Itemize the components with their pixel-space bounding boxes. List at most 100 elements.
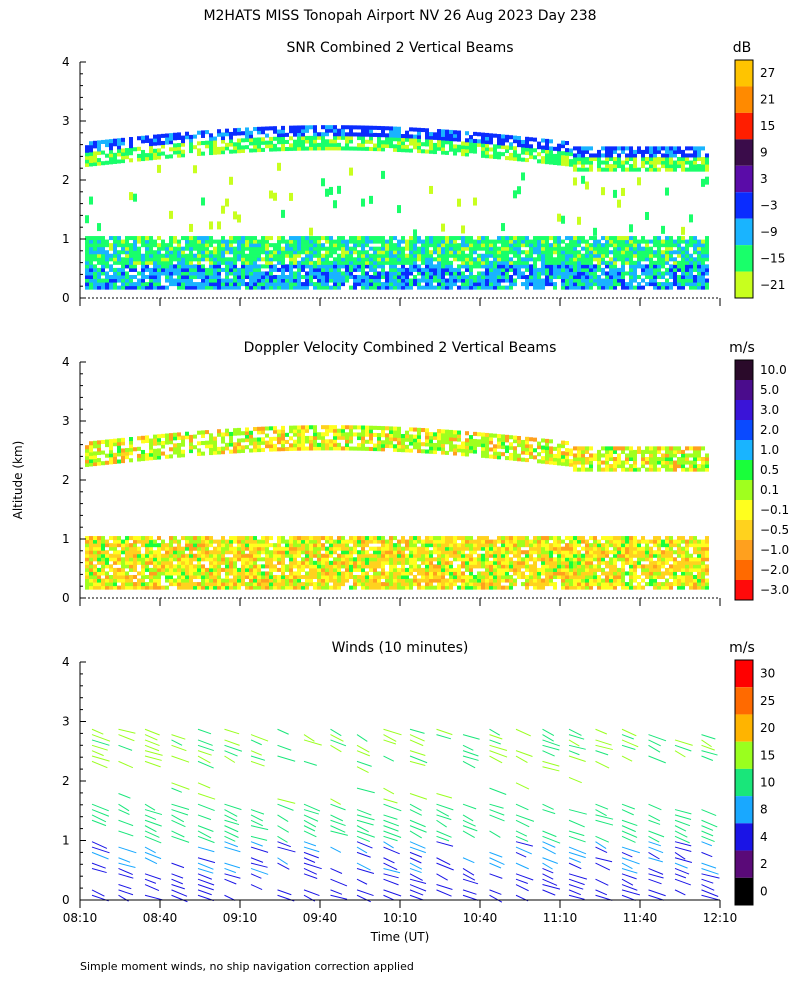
snr-cell [613,275,617,279]
snr-cell [413,128,417,132]
snr-cell [293,236,297,240]
doppler-cell [345,443,349,447]
snr-cell [217,286,221,290]
snr-cell [589,157,593,161]
snr-cell [269,191,273,199]
doppler-cell [157,582,161,586]
snr-cell [661,257,665,261]
snr-cell [149,286,153,290]
snr-cell [497,240,501,244]
snr-cell [125,148,129,152]
doppler-cell [281,557,285,561]
snr-cell [417,279,421,283]
doppler-cell [465,582,469,586]
snr-cell [289,143,293,147]
doppler-cell [209,564,213,568]
doppler-cell [353,432,357,436]
doppler-cell [325,439,329,443]
snr-cell [565,155,569,159]
snr-cell [241,279,245,283]
snr-cell [121,261,125,265]
snr-cell [485,268,489,272]
snr-cell [529,148,533,152]
snr-cell [229,282,233,286]
snr-cell [321,236,325,240]
doppler-cell [485,557,489,561]
doppler-cell [509,586,513,590]
snr-cell [117,145,121,149]
snr-cell [289,261,293,265]
snr-cell [277,240,281,244]
snr-cell [177,271,181,275]
snr-cell [377,126,381,130]
snr-cell [629,153,633,157]
doppler-cell [385,575,389,579]
snr-cell [101,236,105,240]
snr-cell [229,240,233,244]
doppler-cell [349,561,353,565]
snr-cell [481,143,485,147]
doppler-cell [305,536,309,540]
doppler-cell [397,582,401,586]
doppler-cell [289,554,293,558]
doppler-cell [101,536,105,540]
snr-cell [273,250,277,254]
doppler-cell [405,579,409,583]
doppler-cell [205,536,209,540]
snr-cell [101,257,105,261]
doppler-cell [157,568,161,572]
snr-cell [377,264,381,268]
snr-cell [297,240,301,244]
snr-cell [661,254,665,258]
snr-cell [349,286,353,290]
snr-cell [289,286,293,290]
doppler-cell [441,561,445,565]
snr-cell [649,153,653,157]
snr-cell [381,247,385,251]
doppler-cell [401,571,405,575]
doppler-cell [105,461,109,465]
snr-cell [209,140,213,144]
snr-cell [285,282,289,286]
doppler-cell [221,450,225,454]
doppler-cell [377,550,381,554]
snr-cell [549,271,553,275]
snr-cell [465,247,469,251]
doppler-cell [485,547,489,551]
doppler-cell [193,554,197,558]
snr-cell [461,254,465,258]
snr-cell [269,144,273,148]
doppler-cell [217,564,221,568]
snr-cell [429,268,433,272]
snr-cell [653,243,657,247]
snr-cell [573,177,577,185]
snr-cell [525,279,529,283]
doppler-cell [493,557,497,561]
doppler-cell [321,443,325,447]
doppler-cell [321,575,325,579]
doppler-cell [269,561,273,565]
doppler-cell [413,557,417,561]
snr-cell [381,236,385,240]
snr-cell [409,236,413,240]
snr-cell [297,133,301,137]
doppler-cell [401,550,405,554]
snr-cell [561,155,565,159]
snr-cell [665,153,669,157]
snr-cell [173,257,177,261]
snr-cell [265,144,269,148]
doppler-cell [481,447,485,451]
snr-cell [209,151,213,155]
snr-cell [233,128,237,132]
snr-cell [469,257,473,261]
doppler-cell [337,579,341,583]
doppler-cell [273,586,277,590]
snr-cell [533,286,537,290]
snr-cell [701,268,705,272]
doppler-cell [329,540,333,544]
snr-cell [509,146,513,150]
doppler-cell [101,582,105,586]
snr-cell [189,146,193,150]
snr-cell [261,250,265,254]
snr-cell [277,279,281,283]
